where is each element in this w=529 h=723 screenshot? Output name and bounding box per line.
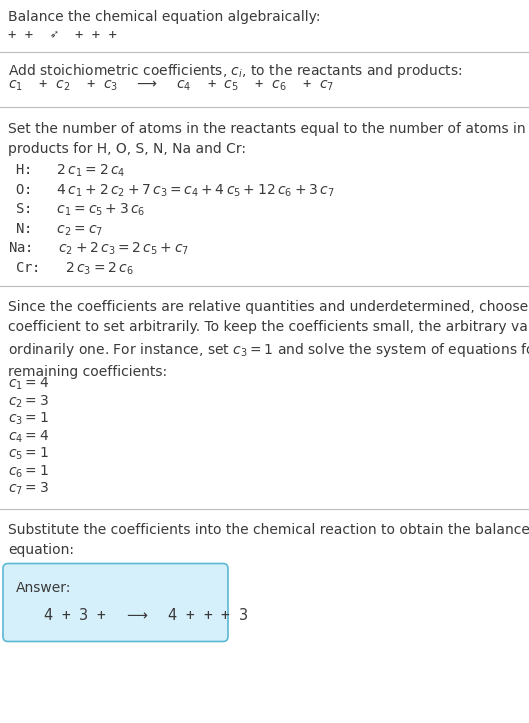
Text: S:   $c_1 = c_5 + 3\,c_6$: S: $c_1 = c_5 + 3\,c_6$ (15, 202, 145, 218)
Text: Since the coefficients are relative quantities and underdetermined, choose a
coe: Since the coefficients are relative quan… (8, 300, 529, 380)
Text: $4$ + $3$ +  $\longrightarrow$  $4$ + + + $3$: $4$ + $3$ + $\longrightarrow$ $4$ + + + … (43, 607, 249, 623)
Text: Na:   $c_2 + 2\,c_3 = 2\,c_5 + c_7$: Na: $c_2 + 2\,c_3 = 2\,c_5 + c_7$ (8, 241, 189, 257)
Text: Balance the chemical equation algebraically:: Balance the chemical equation algebraica… (8, 10, 321, 24)
Text: Answer:: Answer: (16, 581, 71, 594)
Text: + +  ➶  + + +: + + ➶ + + + (8, 28, 117, 42)
Text: Add stoichiometric coefficients, $c_i$, to the reactants and products:: Add stoichiometric coefficients, $c_i$, … (8, 62, 463, 80)
Text: $c_1$  + $c_2$  + $c_3$  $\longrightarrow$  $c_4$  + $c_5$  + $c_6$  + $c_7$: $c_1$ + $c_2$ + $c_3$ $\longrightarrow$ … (8, 79, 334, 93)
Text: $c_5 = 1$: $c_5 = 1$ (8, 446, 49, 463)
Text: $c_4 = 4$: $c_4 = 4$ (8, 429, 49, 445)
Text: $c_6 = 1$: $c_6 = 1$ (8, 463, 49, 480)
Text: N:   $c_2 = c_7$: N: $c_2 = c_7$ (15, 221, 103, 238)
FancyBboxPatch shape (3, 563, 228, 641)
Text: $c_2 = 3$: $c_2 = 3$ (8, 393, 49, 410)
Text: $c_3 = 1$: $c_3 = 1$ (8, 411, 49, 427)
Text: H:   $2\,c_1 = 2\,c_4$: H: $2\,c_1 = 2\,c_4$ (15, 163, 125, 179)
Text: $c_7 = 3$: $c_7 = 3$ (8, 481, 49, 497)
Text: Substitute the coefficients into the chemical reaction to obtain the balanced
eq: Substitute the coefficients into the che… (8, 523, 529, 557)
Text: O:   $4\,c_1 + 2\,c_2 + 7\,c_3 = c_4 + 4\,c_5 + 12\,c_6 + 3\,c_7$: O: $4\,c_1 + 2\,c_2 + 7\,c_3 = c_4 + 4\,… (15, 182, 334, 199)
Text: Cr:   $2\,c_3 = 2\,c_6$: Cr: $2\,c_3 = 2\,c_6$ (15, 260, 134, 277)
Text: $c_1 = 4$: $c_1 = 4$ (8, 376, 49, 393)
Text: Set the number of atoms in the reactants equal to the number of atoms in the
pro: Set the number of atoms in the reactants… (8, 122, 529, 156)
